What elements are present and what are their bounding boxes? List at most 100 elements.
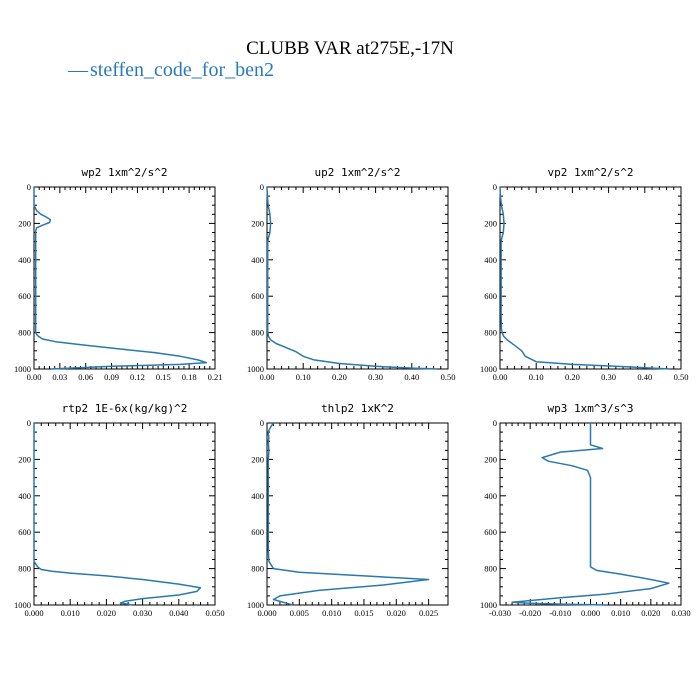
y-tick-label: 400 (18, 255, 31, 265)
x-tick-label: 0.020 (97, 608, 116, 618)
panel-3: rtp2 1E-6x(kg/kg)^2 0.000 0.010 0.020 0.030 0… (14, 402, 225, 618)
panel-5: wp3 1xm^3/s^3 -0.030 -0.020 -0.010 0.000 0.01… (480, 402, 691, 618)
x-tick-label: -0.020 (519, 608, 541, 618)
x-tick-label: 0.50 (674, 372, 689, 382)
plot-frame (266, 422, 449, 606)
x-tick-label: 0.03 (52, 372, 67, 382)
y-tick-label: 200 (484, 454, 497, 464)
panel-title: thlp2 1xK^2 (321, 402, 394, 415)
y-tick-label: 800 (18, 328, 31, 338)
y-tick-label: 800 (484, 328, 497, 338)
legend-label: steffen_code_for_ben2 (90, 59, 274, 81)
x-tick-label: 0.030 (133, 608, 152, 618)
y-tick-label: 400 (251, 255, 264, 265)
x-tick-label: 0.40 (637, 372, 652, 382)
x-tick-label: 0.18 (182, 372, 197, 382)
plot-frame (266, 186, 449, 370)
y-tick-label: 1000 (247, 364, 264, 374)
y-tick-label: 400 (18, 491, 31, 501)
legend: — steffen_code_for_ben2 (67, 59, 274, 81)
y-tick-label: 0 (260, 182, 264, 192)
panel-4: thlp2 1xK^2 0.000 0.005 0.010 0.015 0.020 0.02… (247, 402, 449, 618)
x-tick-label: 0.005 (290, 608, 309, 618)
x-tick-label: 0.21 (208, 372, 223, 382)
y-tick-label: 600 (484, 291, 497, 301)
x-tick-label: 0.000 (257, 608, 276, 618)
series-line (511, 423, 670, 606)
x-tick-label: 0.30 (601, 372, 616, 382)
plot-frame (33, 186, 216, 370)
x-tick-label: 0.010 (322, 608, 341, 618)
y-tick-label: 0 (493, 418, 497, 428)
x-tick-label: 0.40 (404, 372, 419, 382)
panel-title: vp2 1xm^2/s^2 (547, 166, 633, 179)
panel-2: vp2 1xm^2/s^2 0.00 0.10 0.20 0.30 0.40 0.50 0 20… (480, 166, 688, 382)
x-tick-label: 0.025 (419, 608, 438, 618)
series-line (33, 423, 202, 606)
y-tick-label: 1000 (14, 600, 31, 610)
x-tick-label: 0.040 (169, 608, 188, 618)
series-line (499, 186, 671, 370)
series-line (33, 187, 208, 370)
x-tick-label: 0.020 (641, 608, 660, 618)
y-tick-label: 600 (18, 291, 31, 301)
x-tick-label: 0.00 (27, 372, 42, 382)
y-tick-label: 200 (18, 218, 31, 228)
x-tick-label: 0.00 (260, 372, 275, 382)
x-tick-label: -0.010 (549, 608, 571, 618)
panel-title: wp3 1xm^3/s^3 (547, 402, 633, 415)
series-line (267, 422, 430, 606)
x-tick-label: 0.20 (332, 372, 347, 382)
y-tick-label: 400 (484, 491, 497, 501)
y-tick-label: 1000 (247, 600, 264, 610)
y-tick-label: 800 (251, 328, 264, 338)
y-tick-label: 600 (484, 527, 497, 537)
x-tick-label: 0.30 (368, 372, 383, 382)
y-tick-label: 600 (18, 527, 31, 537)
y-tick-label: 0 (27, 182, 31, 192)
plot-frame (499, 186, 682, 370)
y-tick-label: 0 (493, 182, 497, 192)
panel-title: wp2 1xm^2/s^2 (81, 166, 167, 179)
x-tick-label: 0.09 (104, 372, 119, 382)
x-tick-label: 0.20 (565, 372, 580, 382)
x-tick-label: -0.030 (489, 608, 511, 618)
x-tick-label: 0.015 (354, 608, 373, 618)
y-tick-label: 800 (484, 564, 497, 574)
y-tick-label: 0 (27, 418, 31, 428)
y-tick-label: 800 (18, 564, 31, 574)
x-tick-label: 0.10 (529, 372, 544, 382)
panel-title: rtp2 1E-6x(kg/kg)^2 (62, 402, 188, 415)
y-tick-label: 400 (484, 255, 497, 265)
y-tick-label: 600 (251, 527, 264, 537)
panel-0: wp2 1xm^2/s^2 0.00 0.03 0.06 0.09 0.12 0.15 0.1… (14, 166, 222, 382)
panel-title: up2 1xm^2/s^2 (314, 166, 400, 179)
x-tick-label: 0.000 (24, 608, 43, 618)
y-tick-label: 600 (251, 291, 264, 301)
x-tick-label: 0.00 (493, 372, 508, 382)
y-tick-label: 0 (260, 418, 264, 428)
y-tick-label: 400 (251, 491, 264, 501)
x-tick-label: 0.010 (611, 608, 630, 618)
y-tick-label: 1000 (14, 364, 31, 374)
y-tick-label: 1000 (480, 600, 497, 610)
panels: wp2 1xm^2/s^2 0.00 0.03 0.06 0.09 0.12 0.15 0.1… (14, 166, 691, 618)
legend-marker: — (67, 59, 89, 81)
series-line (266, 186, 438, 370)
y-tick-label: 200 (484, 218, 497, 228)
panel-1: up2 1xm^2/s^2 0.00 0.10 0.20 0.30 0.40 0.50 0 20… (247, 166, 455, 382)
x-tick-label: 0.050 (205, 608, 224, 618)
figure-title: CLUBB VAR at275E,-17N (246, 38, 454, 59)
x-tick-label: 0.000 (581, 608, 600, 618)
x-tick-label: 0.010 (61, 608, 80, 618)
y-tick-label: 200 (251, 218, 264, 228)
y-tick-label: 1000 (480, 364, 497, 374)
x-tick-label: 0.030 (671, 608, 690, 618)
x-tick-label: 0.50 (441, 372, 456, 382)
y-tick-label: 200 (18, 454, 31, 464)
y-tick-label: 200 (251, 454, 264, 464)
x-tick-label: 0.12 (130, 372, 145, 382)
x-tick-label: 0.020 (387, 608, 406, 618)
x-tick-label: 0.06 (78, 372, 93, 382)
